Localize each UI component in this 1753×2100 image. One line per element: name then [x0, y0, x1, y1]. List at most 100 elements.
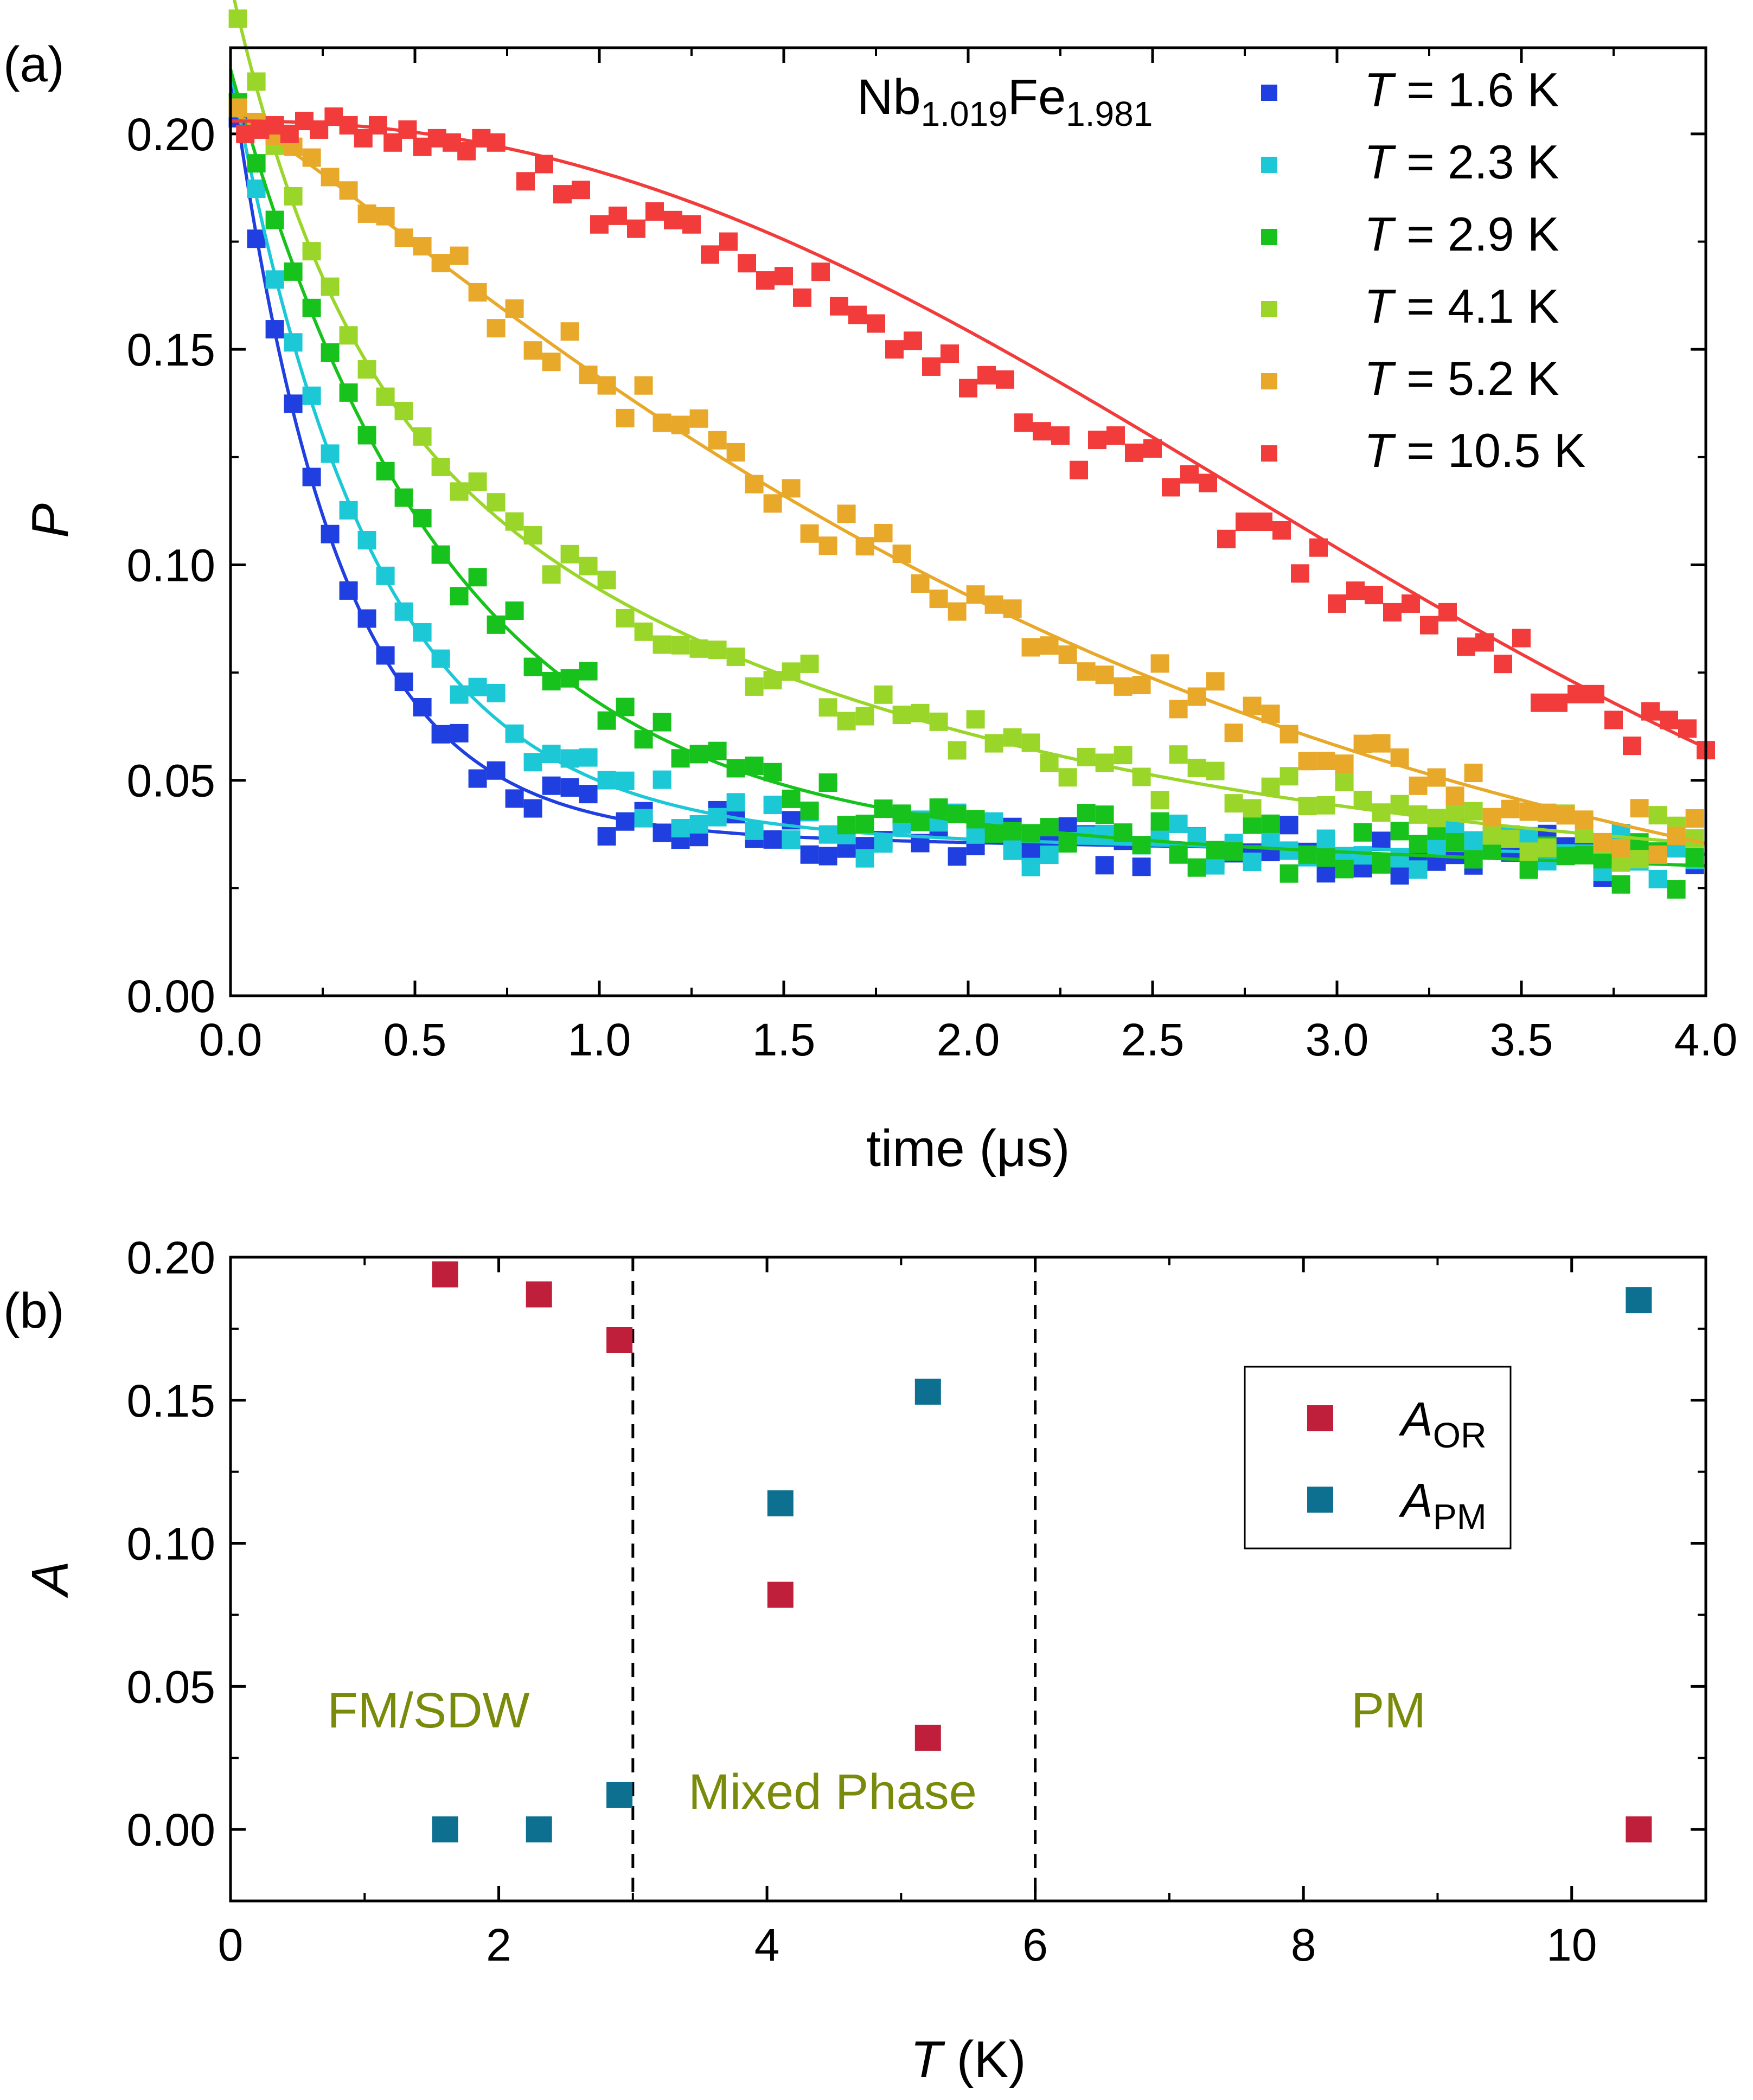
data-point — [782, 662, 801, 681]
legend-sym: T — [1364, 63, 1396, 117]
data-point — [432, 1261, 458, 1288]
data-point — [1169, 700, 1188, 719]
data-point — [606, 1782, 633, 1808]
data-point — [505, 724, 524, 743]
data-point — [1058, 834, 1077, 853]
series-t-2-9-k — [228, 68, 1706, 899]
panel-b-data: FM/SDW Mixed Phase PM — [327, 1257, 1652, 1901]
panel-b: (b) 0 2 4 6 8 10 0.00 0.05 0.10 0.15 0.20 FM/SDW Mi… — [3, 1232, 1707, 2089]
data-point — [855, 537, 874, 556]
data-point — [1021, 638, 1040, 657]
legend-marker — [1261, 445, 1277, 462]
b-xtick-label: 2 — [486, 1919, 511, 1970]
data-point — [450, 724, 469, 742]
data-point — [1335, 772, 1354, 791]
series-a-pm — [432, 1287, 1652, 1843]
data-point — [1648, 869, 1667, 888]
panel-a-label: (a) — [3, 37, 64, 92]
data-point — [1678, 719, 1697, 738]
data-point — [763, 671, 782, 690]
series-t-1-6-k — [228, 69, 1706, 887]
data-point — [708, 741, 727, 760]
data-point — [671, 415, 690, 434]
data-point — [1353, 790, 1372, 809]
data-point — [302, 148, 321, 167]
data-point — [652, 713, 671, 732]
annot-sub2: 1.981 — [1066, 94, 1153, 133]
series-a-or — [432, 1261, 1652, 1843]
data-point — [1519, 802, 1538, 821]
legend-box — [1244, 1366, 1512, 1550]
legend-val: = 2.9 K — [1393, 207, 1559, 261]
data-point — [321, 524, 340, 543]
data-point — [616, 609, 635, 628]
legend-val: = 4.1 K — [1393, 279, 1559, 333]
data-point — [818, 536, 837, 555]
a-ytick-label: 0.10 — [127, 540, 216, 591]
data-point — [1021, 733, 1040, 752]
legend-val: = 10.5 K — [1393, 424, 1586, 477]
data-point — [966, 825, 985, 844]
annot-fe: Fe — [1008, 69, 1066, 125]
data-point — [376, 462, 395, 481]
data-point — [1003, 822, 1022, 841]
data-point — [1328, 594, 1346, 613]
data-point — [800, 524, 819, 543]
data-point — [1667, 827, 1686, 846]
data-point — [247, 154, 266, 173]
data-point — [1482, 808, 1501, 827]
data-point — [468, 769, 487, 788]
data-point — [1538, 838, 1557, 857]
data-point — [1003, 841, 1022, 860]
data-point — [1390, 866, 1409, 885]
data-point — [1549, 693, 1568, 712]
data-point — [1409, 776, 1428, 795]
data-point — [855, 707, 874, 726]
b-xtick-label: 0 — [218, 1919, 244, 1970]
data-point — [911, 574, 930, 593]
data-point — [1316, 752, 1335, 771]
data-point — [468, 568, 487, 587]
data-point — [1095, 805, 1114, 824]
data-point — [1660, 710, 1678, 729]
data-point — [357, 531, 376, 550]
data-point — [1169, 845, 1188, 864]
data-point — [247, 72, 266, 91]
data-point — [553, 185, 572, 204]
legend-label: T = 2.9 K — [1364, 207, 1559, 261]
data-point — [450, 246, 469, 265]
data-point — [1125, 443, 1143, 462]
data-point — [800, 801, 819, 820]
data-point — [1291, 564, 1309, 583]
data-point — [579, 785, 598, 804]
legend-marker — [1261, 85, 1277, 101]
data-point — [726, 443, 745, 462]
data-point — [708, 431, 727, 450]
data-point — [1106, 426, 1125, 445]
data-point — [579, 748, 598, 767]
data-point — [1199, 473, 1217, 492]
data-point — [1464, 802, 1483, 821]
data-point — [818, 825, 837, 844]
a-xtick-label: 2.5 — [1121, 1014, 1185, 1065]
data-point — [984, 734, 1003, 753]
legend-marker — [1307, 1405, 1333, 1431]
a-xtick-label: 1.0 — [568, 1014, 631, 1065]
data-point — [1298, 752, 1317, 771]
data-point — [1464, 764, 1483, 783]
data-point — [394, 602, 413, 621]
compound-annotation: Nb1.019Fe1.981 — [857, 69, 1153, 133]
panel-b-ticks: 0 2 4 6 8 10 0.00 0.05 0.10 0.15 0.20 — [127, 1232, 1706, 1970]
data-point — [634, 622, 653, 641]
data-point — [1224, 794, 1243, 813]
data-point — [560, 778, 579, 797]
data-point — [1353, 734, 1372, 753]
panel-b-frame — [229, 1256, 1707, 1903]
data-point — [1346, 581, 1365, 600]
a-xtick-label: 2.0 — [937, 1014, 1000, 1065]
data-point — [1169, 814, 1188, 833]
panel-a-xlabel: time (μs) — [866, 1119, 1070, 1177]
data-point — [911, 703, 930, 722]
fit-line — [233, 0, 1706, 846]
data-point — [394, 673, 413, 692]
